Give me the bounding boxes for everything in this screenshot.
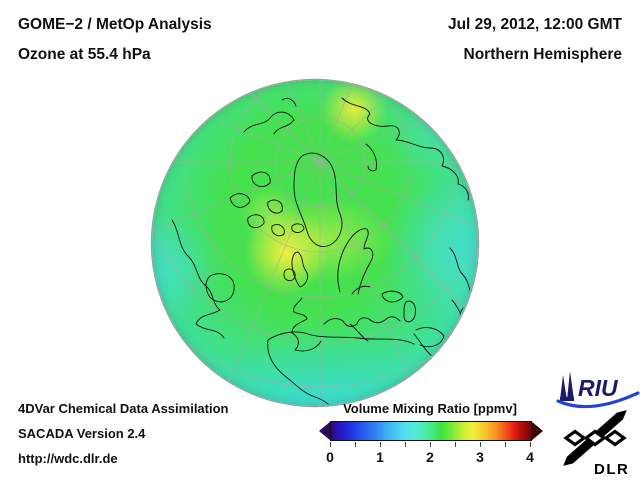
colorbar-tick-label-3: 3: [476, 449, 484, 465]
dlr-logo: DLR: [563, 410, 629, 478]
region-label: Northern Hemisphere: [463, 46, 622, 63]
riu-wave-icon: [556, 391, 640, 409]
cathedral-icon: [560, 371, 574, 401]
colorbar-tick-label-4: 4: [526, 449, 534, 465]
colorbar-title: Volume Mixing Ratio [ppmv]: [343, 401, 517, 416]
product-title: GOME−2 / MetOp Analysis: [18, 16, 212, 33]
colorbar-tick-label-0: 0: [326, 449, 334, 465]
colorbar-tick-label-2: 2: [426, 449, 434, 465]
colorbar-overflow-arrow: [531, 421, 543, 441]
credits: 4DVar Chemical Data Assimilation SACADA …: [18, 396, 229, 471]
credit-line-url: http://wdc.dlr.de: [18, 451, 118, 466]
colorbar: Volume Mixing Ratio [ppmv] 0 1 2 3 4: [318, 401, 554, 477]
level-subtitle: Ozone at 55.4 hPa: [18, 46, 151, 63]
coastlines: [171, 97, 475, 405]
riu-logo: RIU: [556, 371, 640, 409]
colorbar-tick-label-1: 1: [376, 449, 384, 465]
dlr-logo-text: DLR: [594, 461, 629, 478]
colorbar-ticks: [330, 442, 531, 447]
header-left: GOME−2 / MetOp Analysis Ozone at 55.4 hP…: [18, 10, 212, 70]
riu-logo-text: RIU: [578, 375, 619, 401]
colorbar-gradient: [330, 421, 532, 441]
credit-line-version: SACADA Version 2.4: [18, 426, 146, 441]
dlr-emblem-icon: [563, 410, 627, 466]
graticule-parallels: [153, 81, 477, 405]
header-right: Jul 29, 2012, 12:00 GMT Northern Hemisph…: [448, 10, 622, 70]
datetime-label: Jul 29, 2012, 12:00 GMT: [447, 16, 622, 33]
credit-line-assimilation: 4DVar Chemical Data Assimilation: [18, 401, 229, 416]
graticule-meridians: [153, 81, 477, 405]
globe-map: [152, 80, 478, 406]
coastline-graticule-overlay: [153, 81, 477, 405]
colorbar-underflow-arrow: [319, 421, 331, 441]
